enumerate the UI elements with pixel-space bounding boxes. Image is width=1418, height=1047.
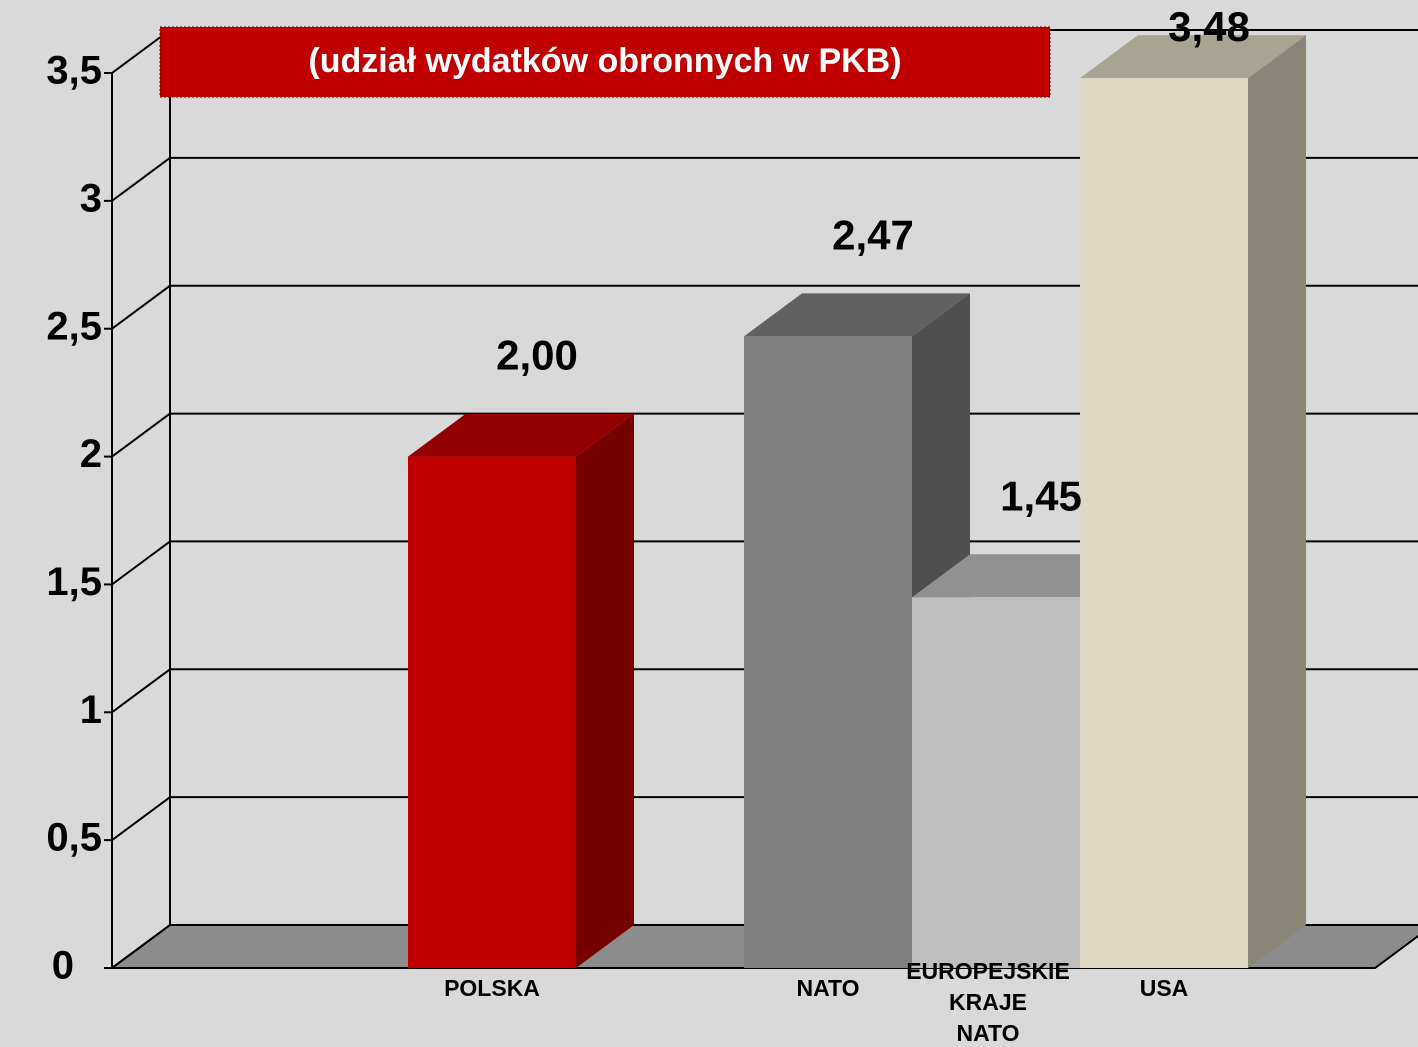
y-tick-label: 1,5: [46, 560, 102, 604]
grid-line: [111, 284, 171, 330]
x-tick-label: POLSKA: [444, 975, 540, 1001]
bar: [912, 597, 1080, 968]
grid-line: [111, 157, 171, 202]
bar-side: [1248, 35, 1306, 969]
value-label: 1,45: [1000, 472, 1082, 519]
grid-line: [111, 796, 171, 841]
y-tick-label: 0,5: [46, 816, 102, 860]
x-tick-label: NATO: [796, 975, 859, 1001]
bar: [1080, 78, 1248, 969]
bar-top: [408, 413, 634, 457]
bar-top: [744, 293, 970, 337]
y-tick-label: 0: [52, 944, 74, 988]
chart-title: (udział wydatków obronnych w PKB): [308, 42, 901, 80]
bar: [408, 456, 576, 968]
title-box: [159, 26, 1051, 98]
y-tick-label: 1: [80, 688, 102, 732]
y-tick-label: 2,5: [46, 304, 102, 348]
x-tick-label: EUROPEJSKIE KRAJE NATO: [906, 958, 1070, 1046]
y-tick-label: 3,5: [46, 49, 102, 93]
bars: 2,00 POLSKA 2,47 NATO 1,45 EUROPEJSKIE KRAJE NA…: [408, 3, 1306, 1046]
bar-side: [576, 413, 634, 969]
grid-line: [111, 668, 171, 714]
value-label: 2,00: [496, 332, 578, 379]
x-tick-label: USA: [1140, 975, 1189, 1001]
grid-line: [111, 924, 171, 969]
bar: [744, 336, 912, 968]
bar-top: [1080, 35, 1306, 79]
value-label: 2,47: [832, 211, 914, 258]
grid-line: [111, 412, 171, 458]
y-tick-label: 2: [80, 432, 102, 476]
value-label: 3,48: [1168, 3, 1250, 50]
grid-line: [111, 540, 171, 586]
y-tick-label: 3: [80, 176, 102, 220]
